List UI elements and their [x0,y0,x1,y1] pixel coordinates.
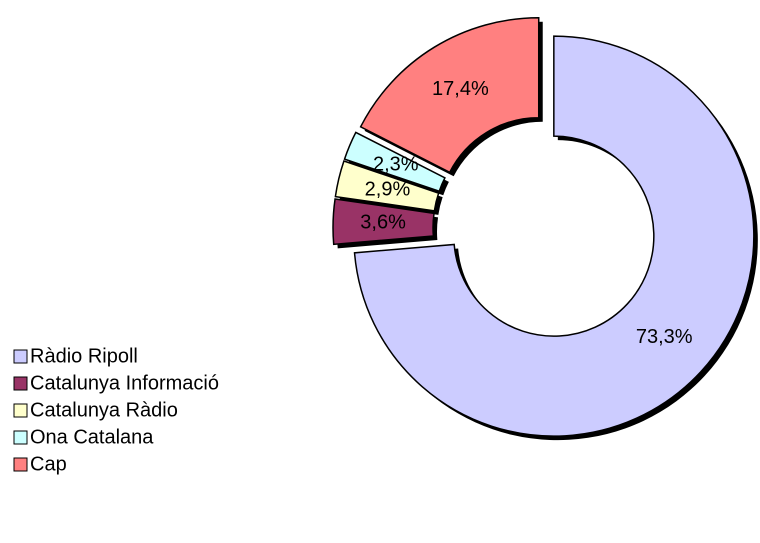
legend-swatch [13,349,28,364]
data-label: 2,9% [365,179,411,201]
legend-label: Ona Catalana [30,426,154,448]
legend-label: Ràdio Ripoll [30,345,138,367]
legend-label: Cap [30,453,67,475]
data-label: 73,3% [636,326,693,348]
slice [343,131,446,193]
labels: 73,3% 3,6% 2,9% 2,3% 17,4% [360,78,693,348]
legend-label: Catalunya Informació [30,372,219,394]
slice [353,35,755,437]
slices [332,17,755,437]
data-label: 17,4% [432,78,489,100]
slice [359,17,540,174]
legend: Ràdio Ripoll Catalunya Informació Cataluny… [13,345,219,475]
data-label: 2,3% [373,153,419,175]
slice [334,160,440,212]
legend-swatch [13,457,28,472]
legend-swatch [13,403,28,418]
legend-label: Catalunya Ràdio [30,399,178,421]
slice [332,198,435,246]
legend-swatch [13,376,28,391]
data-label: 3,6% [360,211,406,233]
legend-swatch [13,430,28,445]
